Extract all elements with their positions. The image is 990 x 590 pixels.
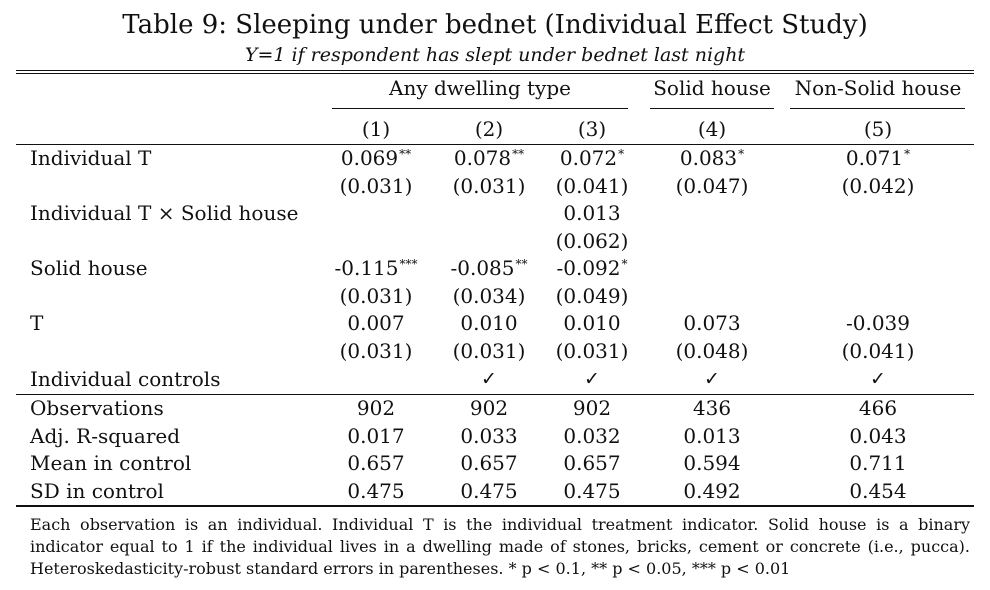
group-header: Solid house <box>653 76 771 100</box>
coef-cell: -0.115*** <box>334 256 418 280</box>
coef-cell: 0.071* <box>845 146 911 170</box>
stat-label: Mean in control <box>30 451 192 475</box>
stat-cell: 466 <box>858 396 898 420</box>
stat-cell: 902 <box>469 396 509 420</box>
row-label: Individual T <box>30 146 152 170</box>
stat-cell: 0.033 <box>460 423 518 448</box>
stat-cell: 0.032 <box>563 423 621 448</box>
column-number: (2) <box>474 117 504 141</box>
significance-stars: * <box>621 257 628 271</box>
column-number: (4) <box>697 117 727 141</box>
stat-cell: 436 <box>692 396 732 420</box>
significance-stars: * <box>904 147 911 161</box>
table-title: Table 9: Sleeping under bednet (Individu… <box>122 10 868 40</box>
checkmark: ✓ <box>481 368 497 390</box>
stat-cell: 0.017 <box>347 423 405 448</box>
coef-cell: 0.010 <box>563 311 621 335</box>
se-cell: (0.031) <box>452 338 526 363</box>
coef-cell: 0.013 <box>563 201 621 225</box>
stat-cell: 0.657 <box>563 451 621 475</box>
row-label: Individual T × Solid house <box>30 201 299 225</box>
se-cell: (0.048) <box>675 338 749 363</box>
top-rule-1 <box>16 70 974 71</box>
top-rule-2 <box>16 73 974 74</box>
coef-cell: -0.039 <box>845 311 911 335</box>
significance-stars: ** <box>399 147 412 161</box>
significance-stars: ** <box>512 147 525 161</box>
coef-cell: 0.010 <box>460 311 518 335</box>
stat-label: Adj. R-squared <box>30 423 181 448</box>
header-rule <box>16 144 974 145</box>
stat-cell: 0.657 <box>460 451 518 475</box>
significance-stars: * <box>738 147 745 161</box>
coef-cell: 0.083* <box>679 146 745 170</box>
checkmark: ✓ <box>870 368 886 390</box>
group-rule-any <box>332 108 628 109</box>
se-cell: (0.031) <box>339 173 413 198</box>
se-cell: (0.034) <box>452 283 526 308</box>
group-rule-solid <box>650 108 774 109</box>
coef-cell: -0.092* <box>556 256 628 280</box>
coef-cell: 0.073 <box>683 311 741 335</box>
se-cell: (0.031) <box>339 283 413 308</box>
coef-cell: 0.007 <box>347 311 405 335</box>
se-cell: (0.049) <box>555 283 629 308</box>
se-cell: (0.031) <box>452 173 526 198</box>
se-cell: (0.042) <box>841 173 915 198</box>
stat-cell: 0.475 <box>460 478 518 503</box>
coef-cell: -0.085** <box>450 256 528 280</box>
column-number: (5) <box>863 117 893 141</box>
coef-cell: 0.069** <box>340 146 412 170</box>
checkmark: ✓ <box>704 368 720 390</box>
bottom-rule <box>16 505 974 507</box>
stat-cell: 0.594 <box>683 451 741 475</box>
row-label: Solid house <box>30 256 148 280</box>
row-label: Individual controls <box>30 367 221 391</box>
checkmark: ✓ <box>584 368 600 390</box>
stat-cell: 0.475 <box>347 478 405 503</box>
se-cell: (0.031) <box>339 338 413 363</box>
significance-stars: * <box>618 147 625 161</box>
stat-label: Observations <box>30 396 164 420</box>
group-rule-nonsolid <box>790 108 965 109</box>
group-header: Non-Solid house <box>794 76 962 100</box>
se-cell: (0.031) <box>555 338 629 363</box>
table-note: Each observation is an individual. Indiv… <box>30 515 970 578</box>
se-cell: (0.041) <box>555 173 629 198</box>
column-number: (1) <box>361 117 391 141</box>
se-cell: (0.041) <box>841 338 915 363</box>
stat-cell: 902 <box>356 396 396 420</box>
se-cell: (0.062) <box>555 228 629 253</box>
stat-cell: 0.657 <box>347 451 405 475</box>
significance-stars: *** <box>399 257 418 271</box>
stat-cell: 0.475 <box>563 478 621 503</box>
column-number: (3) <box>577 117 607 141</box>
table-subtitle: Y=1 if respondent has slept under bednet… <box>244 44 746 66</box>
stat-cell: 0.492 <box>683 478 741 503</box>
stat-label: SD in control <box>30 478 164 503</box>
controls-rule <box>16 394 974 395</box>
coef-cell: 0.078** <box>453 146 525 170</box>
significance-stars: ** <box>515 257 528 271</box>
group-header: Any dwelling type <box>389 76 571 100</box>
row-label: T <box>30 311 44 335</box>
stat-cell: 0.043 <box>849 423 907 448</box>
se-cell: (0.047) <box>675 173 749 198</box>
stat-cell: 902 <box>572 396 612 420</box>
stat-cell: 0.013 <box>683 423 741 448</box>
stat-cell: 0.711 <box>849 451 907 475</box>
stat-cell: 0.454 <box>849 478 907 503</box>
coef-cell: 0.072* <box>559 146 625 170</box>
